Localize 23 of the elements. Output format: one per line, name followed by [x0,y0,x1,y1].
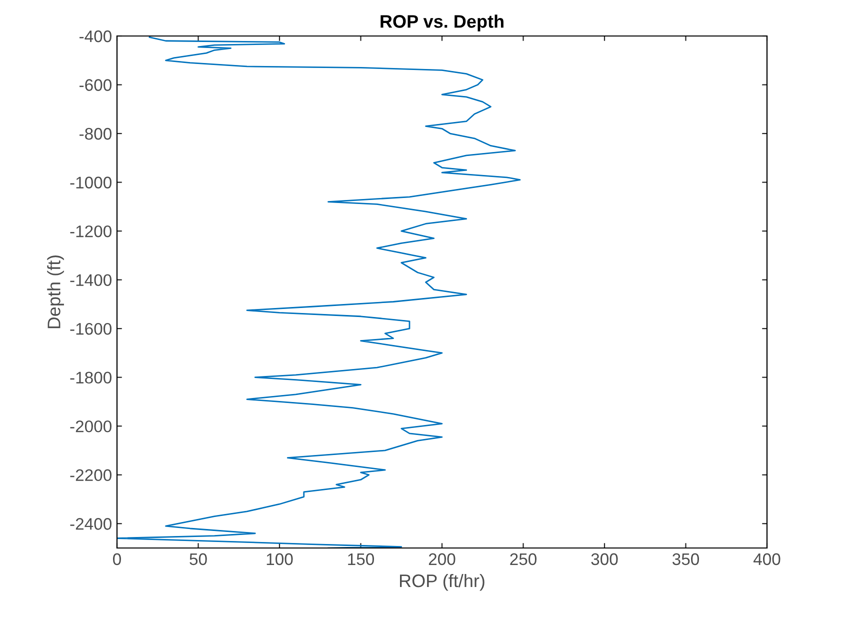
x-tick-label: 300 [591,553,618,566]
chart-title: ROP vs. Depth [380,14,504,32]
x-tick-label: 200 [428,553,456,566]
x-tick-label: 150 [348,553,374,566]
y-tick-label: -2200 [70,469,112,482]
y-axis-title: Depth (ft) [47,255,64,328]
x-tick-label: 400 [753,553,780,566]
y-tick-label: -1600 [70,322,112,335]
x-tick-label: 0 [113,553,121,566]
x-tick-label: 250 [510,553,537,566]
y-tick-label: -1200 [70,225,112,238]
y-tick-label: -2000 [70,420,112,432]
x-tick-label: 350 [672,553,700,566]
x-tick-label: 100 [266,553,293,566]
y-tick-label: -1800 [70,372,112,384]
y-tick-label: -600 [80,79,112,91]
y-tick-label: -1000 [70,176,112,188]
y-tick-label: -800 [80,128,112,140]
y-tick-label: -2400 [70,518,112,530]
x-axis-title: ROP (ft/hr) [400,574,484,591]
y-tick-label: -1400 [70,274,112,286]
x-tick-label: 50 [190,553,207,566]
y-tick-label: -400 [80,30,112,42]
